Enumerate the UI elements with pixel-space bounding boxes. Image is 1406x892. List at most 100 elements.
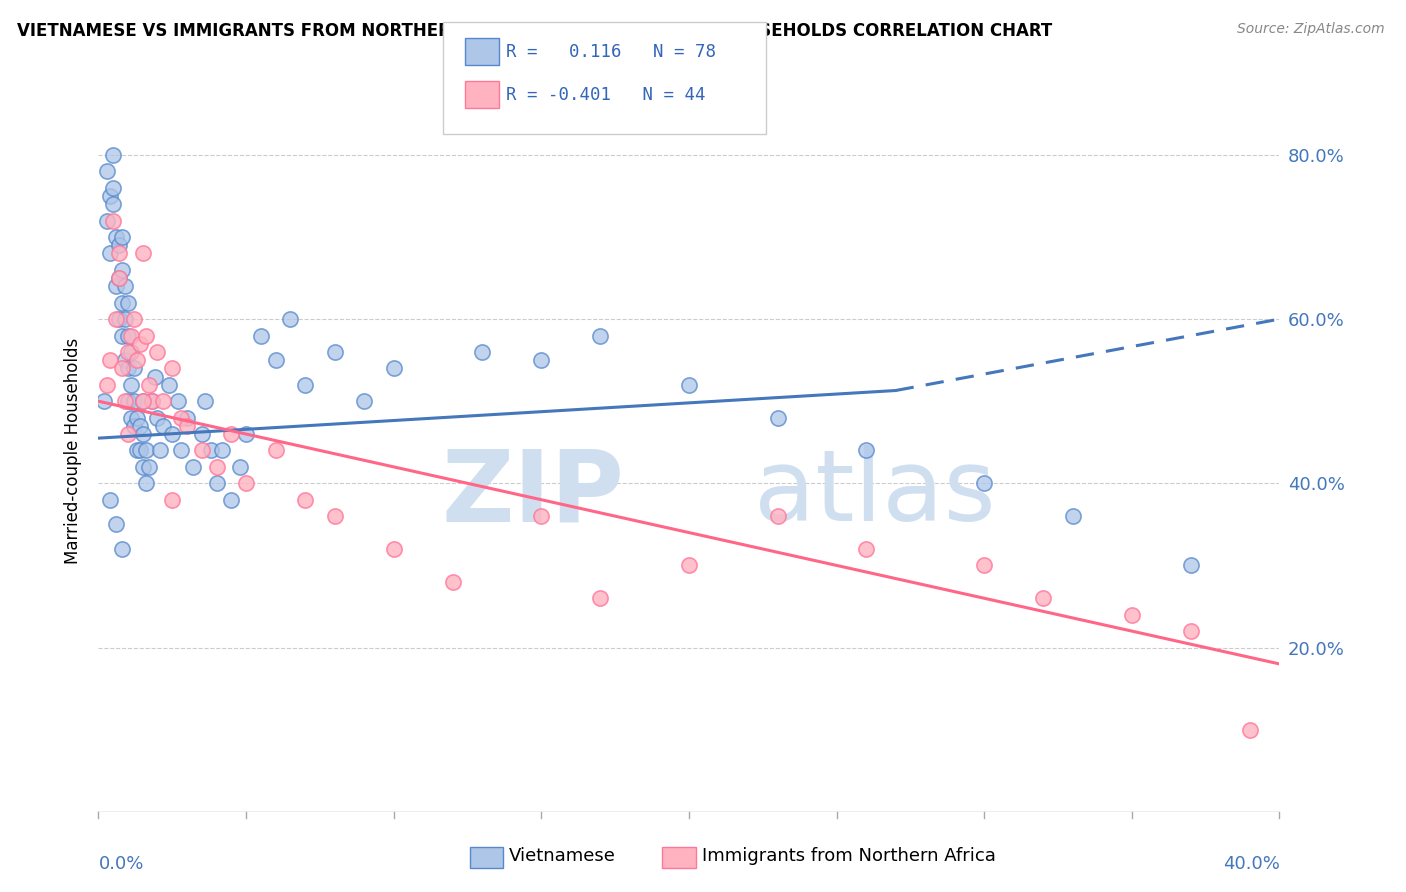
Point bbox=[1032, 591, 1054, 606]
Point bbox=[132, 459, 155, 474]
Point bbox=[128, 443, 150, 458]
Point bbox=[105, 279, 128, 293]
Point bbox=[103, 213, 125, 227]
Point bbox=[973, 476, 995, 491]
Text: VIETNAMESE VS IMMIGRANTS FROM NORTHERN AFRICA MARRIED-COUPLE HOUSEHOLDS CORRELAT: VIETNAMESE VS IMMIGRANTS FROM NORTHERN A… bbox=[17, 22, 1052, 40]
Point bbox=[280, 312, 302, 326]
Point bbox=[1121, 607, 1143, 622]
Point bbox=[114, 279, 136, 293]
Point bbox=[103, 197, 125, 211]
Point bbox=[120, 377, 142, 392]
Point bbox=[200, 443, 222, 458]
Point bbox=[176, 418, 198, 433]
Point bbox=[441, 574, 464, 589]
Point bbox=[117, 295, 139, 310]
Point bbox=[135, 328, 157, 343]
Point bbox=[105, 312, 128, 326]
Point bbox=[152, 418, 174, 433]
Point bbox=[128, 418, 150, 433]
Point bbox=[589, 591, 612, 606]
Point bbox=[152, 394, 174, 409]
Point bbox=[135, 476, 157, 491]
Point bbox=[122, 394, 145, 409]
Point bbox=[117, 394, 139, 409]
Point bbox=[122, 312, 145, 326]
Point bbox=[250, 328, 273, 343]
Point bbox=[170, 410, 193, 425]
Point bbox=[176, 410, 198, 425]
Point bbox=[146, 345, 169, 359]
Point bbox=[323, 509, 346, 524]
Point bbox=[353, 394, 375, 409]
Point bbox=[111, 262, 134, 277]
Point bbox=[589, 328, 612, 343]
Point bbox=[132, 394, 155, 409]
Point bbox=[105, 517, 128, 532]
Text: R =   0.116   N = 78: R = 0.116 N = 78 bbox=[506, 43, 716, 61]
Point bbox=[114, 353, 136, 368]
Point bbox=[111, 328, 134, 343]
Point bbox=[120, 328, 142, 343]
Point bbox=[678, 558, 700, 573]
Point bbox=[122, 361, 145, 376]
Point bbox=[125, 353, 148, 368]
Point bbox=[235, 476, 257, 491]
Point bbox=[135, 443, 157, 458]
Point bbox=[98, 492, 121, 507]
Point bbox=[162, 492, 183, 507]
Point bbox=[103, 148, 125, 162]
Point bbox=[157, 377, 180, 392]
Point bbox=[120, 345, 142, 359]
Point bbox=[235, 427, 257, 442]
Point bbox=[98, 189, 121, 203]
Y-axis label: Married-couple Households: Married-couple Households bbox=[65, 337, 83, 564]
Point bbox=[973, 558, 995, 573]
Point bbox=[162, 427, 183, 442]
Point bbox=[855, 443, 877, 458]
Point bbox=[1062, 509, 1084, 524]
Text: 40.0%: 40.0% bbox=[1223, 855, 1279, 873]
Point bbox=[1239, 723, 1261, 737]
Point bbox=[143, 369, 166, 384]
Point bbox=[111, 230, 134, 244]
Point bbox=[117, 361, 139, 376]
Point bbox=[117, 345, 139, 359]
Point bbox=[221, 492, 243, 507]
Point bbox=[1180, 624, 1202, 639]
Text: ZIP: ZIP bbox=[441, 445, 624, 542]
Point bbox=[105, 230, 128, 244]
Point bbox=[530, 509, 553, 524]
Point bbox=[264, 353, 287, 368]
Point bbox=[149, 443, 172, 458]
Point bbox=[96, 377, 118, 392]
Text: R = -0.401   N = 44: R = -0.401 N = 44 bbox=[506, 86, 706, 103]
Point bbox=[132, 246, 155, 260]
Point bbox=[471, 345, 494, 359]
Point bbox=[855, 541, 877, 556]
Point bbox=[108, 238, 131, 252]
Point bbox=[108, 312, 131, 326]
Point bbox=[114, 394, 136, 409]
Text: Vietnamese: Vietnamese bbox=[509, 847, 616, 865]
Point bbox=[117, 427, 139, 442]
Point bbox=[111, 541, 134, 556]
Point bbox=[141, 394, 163, 409]
Point bbox=[98, 246, 121, 260]
Point bbox=[382, 541, 405, 556]
Point bbox=[170, 443, 193, 458]
Point bbox=[194, 394, 217, 409]
Point bbox=[96, 164, 118, 178]
Point bbox=[1180, 558, 1202, 573]
Point bbox=[111, 361, 134, 376]
Point bbox=[323, 345, 346, 359]
Point bbox=[141, 394, 163, 409]
Point bbox=[120, 410, 142, 425]
Point bbox=[294, 492, 316, 507]
Point bbox=[98, 353, 121, 368]
Text: Source: ZipAtlas.com: Source: ZipAtlas.com bbox=[1237, 22, 1385, 37]
Point bbox=[167, 394, 190, 409]
Point bbox=[530, 353, 553, 368]
Point bbox=[93, 394, 115, 409]
Point bbox=[108, 271, 131, 285]
Point bbox=[205, 476, 228, 491]
